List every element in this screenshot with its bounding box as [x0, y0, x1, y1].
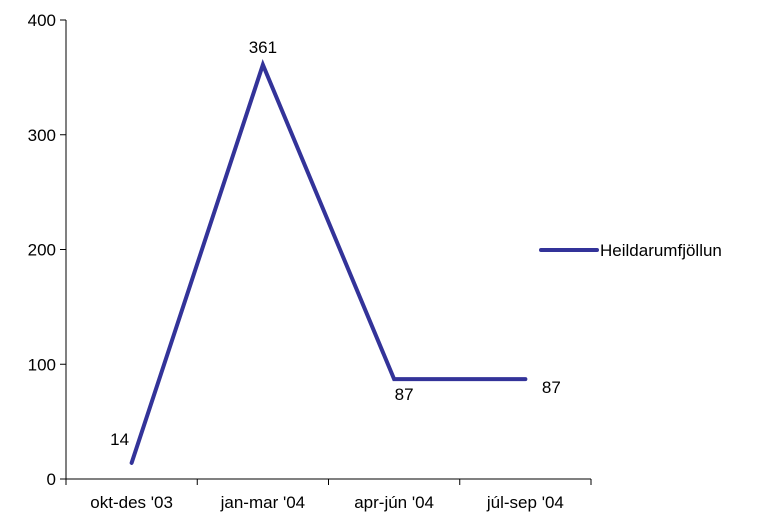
x-axis: okt-des '03 jan-mar '04 apr-jún '04 júl-sep… [65, 478, 592, 512]
y-tick-label: 0 [47, 470, 56, 489]
series-line [129, 59, 528, 465]
legend: Heildarumfjöllun [539, 241, 722, 260]
x-tick-label: júl-sep '04 [486, 493, 564, 512]
data-label: 87 [542, 378, 561, 397]
data-label: 87 [395, 385, 414, 404]
legend-label: Heildarumfjöllun [600, 241, 722, 260]
x-tick-label: apr-jún '04 [354, 493, 434, 512]
y-tick-label: 100 [28, 355, 56, 374]
y-axis: 0 100 200 300 400 [28, 11, 67, 489]
x-tick-label: jan-mar '04 [220, 493, 306, 512]
series-layer: 14 361 87 87 [110, 38, 561, 465]
y-tick-label: 400 [28, 11, 56, 30]
x-tick-label: okt-des '03 [90, 493, 173, 512]
y-tick-label: 200 [28, 241, 56, 260]
y-tick-label: 300 [28, 126, 56, 145]
data-label: 361 [249, 38, 277, 57]
data-label: 14 [110, 430, 129, 449]
